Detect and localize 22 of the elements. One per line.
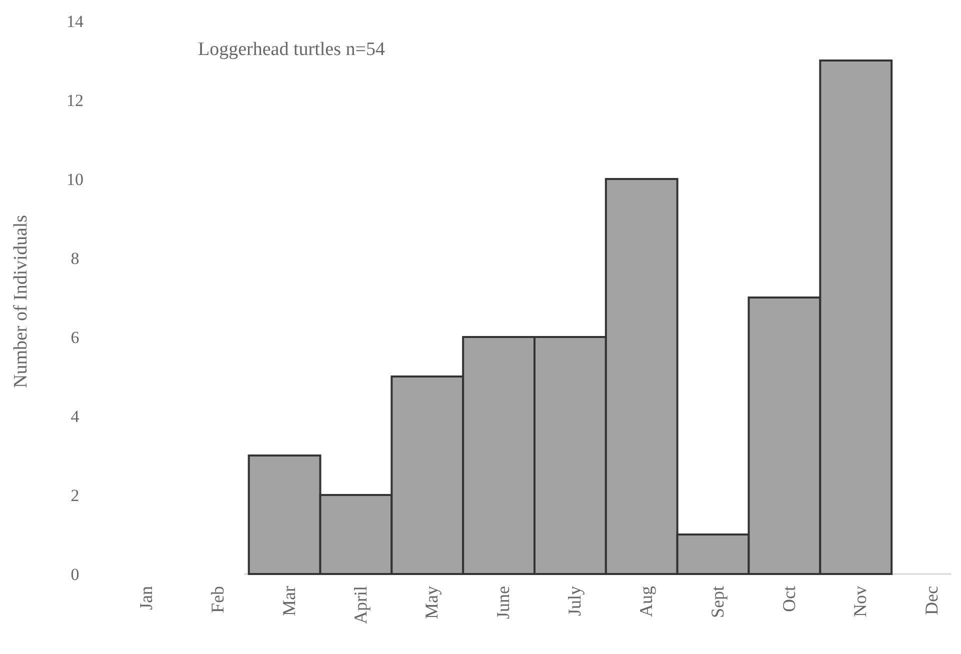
x-tick-label: Nov [850,586,870,617]
x-tick-label: Aug [636,586,656,617]
y-tick-label: 2 [70,486,80,505]
x-tick-label: Jan [136,586,156,610]
y-axis-title: Number of Individuals [10,214,32,388]
x-tick-label: Feb [207,586,228,613]
y-tick-label: 10 [66,170,84,189]
y-tick-label: 4 [70,406,80,426]
x-tick-label: April [350,586,370,624]
x-tick-label: Sept [707,586,728,618]
x-tick-label: Mar [278,586,299,616]
x-tick-label: May [422,586,442,619]
y-tick-label: 0 [70,564,80,584]
y-tick-label: 6 [70,328,80,347]
y-tick-label: 14 [66,12,84,31]
x-tick-label: Dec [922,586,942,615]
x-tick-label: July [564,586,585,616]
x-tick-label: June [493,586,514,619]
y-tick-label: 8 [70,248,80,268]
y-tick-label: 12 [66,90,84,110]
x-tick-label: Oct [778,586,799,612]
text: Loggerhead turtles n=54 [198,39,386,60]
